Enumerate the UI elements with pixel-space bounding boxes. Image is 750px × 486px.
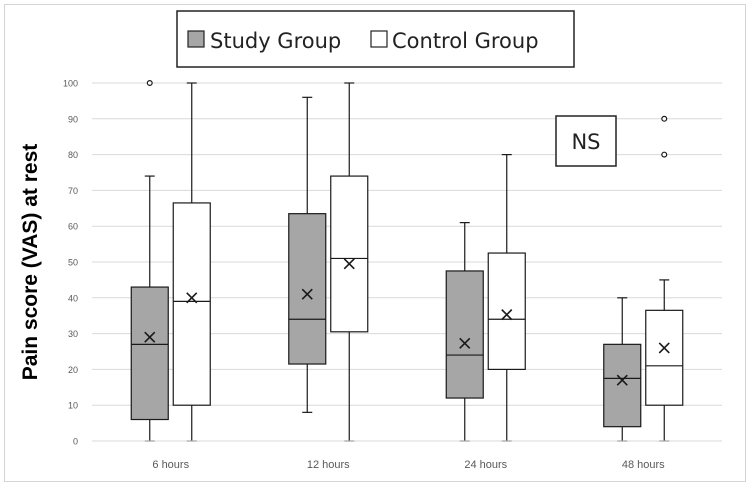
- mean-marker: [343, 258, 355, 270]
- box-group: [603, 297, 642, 442]
- y-axis-label: Pain score (VAS) at rest: [19, 144, 42, 381]
- box-group: [130, 79, 169, 442]
- box-iqr: [487, 252, 526, 371]
- mean-marker: [501, 309, 513, 321]
- legend-swatch-study: [187, 30, 205, 48]
- y-tick-label: 10: [68, 401, 78, 411]
- mean-marker: [186, 292, 198, 304]
- outlier-point: [661, 115, 668, 122]
- box-group: [645, 115, 684, 442]
- box-group: [445, 222, 484, 442]
- box-iqr: [288, 213, 327, 365]
- y-tick-label: 80: [68, 150, 78, 160]
- box-group: [487, 154, 526, 442]
- y-tick-label: 70: [68, 186, 78, 196]
- y-tick-label: 60: [68, 222, 78, 232]
- box-iqr: [130, 286, 169, 421]
- mean-marker: [144, 331, 156, 343]
- mean-marker: [616, 374, 628, 386]
- legend-label-study: Study Group: [210, 29, 341, 53]
- legend-swatch-control: [370, 30, 388, 48]
- box-iqr: [445, 270, 484, 399]
- legend-label-control: Control Group: [392, 29, 539, 53]
- y-tick-label: 0: [73, 437, 78, 447]
- ns-annotation-text: NS: [571, 130, 600, 154]
- legend: Study Group Control Group: [176, 10, 575, 68]
- ns-annotation: NS: [555, 115, 617, 167]
- ns-annotation-box: [555, 115, 617, 167]
- box-iqr: [603, 343, 642, 428]
- outlier-point: [661, 151, 668, 158]
- box-group: [330, 82, 369, 442]
- mean-marker: [459, 337, 471, 349]
- y-tick-label: 100: [63, 79, 78, 89]
- x-axis-ticks: 6 hours 12 hours 24 hours 48 hours: [152, 459, 665, 471]
- x-tick-label: 12 hours: [307, 459, 350, 471]
- box-iqr: [645, 309, 684, 406]
- box-iqr: [330, 175, 369, 333]
- x-tick-label: 48 hours: [622, 459, 665, 471]
- outlier-point: [146, 79, 153, 86]
- box-iqr: [172, 202, 211, 406]
- y-tick-label: 90: [68, 114, 78, 124]
- y-tick-label: 40: [68, 293, 78, 303]
- mean-marker: [301, 288, 313, 300]
- x-tick-label: 6 hours: [152, 459, 189, 471]
- x-tick-label: 24 hours: [464, 459, 507, 471]
- box-group: [288, 96, 327, 413]
- boxes: [130, 79, 684, 442]
- y-tick-label: 20: [68, 365, 78, 375]
- y-tick-label: 30: [68, 329, 78, 339]
- y-axis-ticks: 0 10 20 30 40 50 60 70 80 90 100: [63, 79, 78, 447]
- box-group: [172, 82, 211, 442]
- y-tick-label: 50: [68, 258, 78, 268]
- mean-marker: [658, 342, 670, 354]
